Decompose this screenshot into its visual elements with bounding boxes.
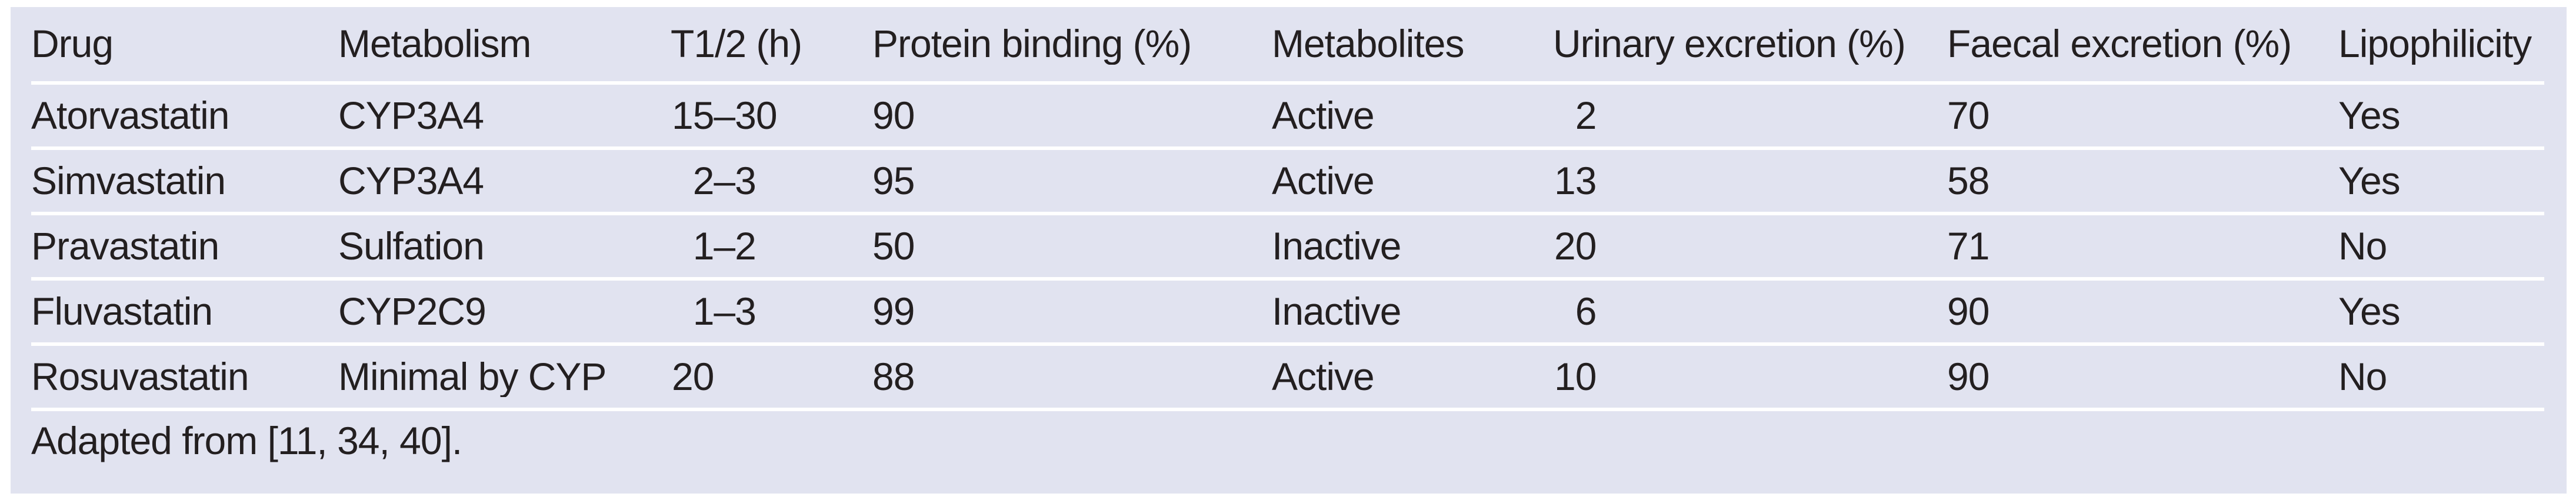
cell-t-half: 2–3 [692, 160, 757, 202]
cell-faecal-excretion: 71 [1947, 225, 1990, 267]
column-header-urinary-excretion: Urinary excretion (%) [1553, 24, 1906, 65]
table-row-atorvastatin: Atorvastatin CYP3A4 15–30 90 Active 2 70… [11, 85, 2567, 146]
cell-metabolites: Active [1272, 160, 1375, 202]
cell-lipophilicity: Yes [2338, 291, 2401, 332]
cell-faecal-excretion: 70 [1947, 95, 1990, 136]
table-row-simvastatin: Simvastatin CYP3A4 2–3 95 Active 13 58 Y… [11, 150, 2567, 212]
cell-t-half: 20 [671, 356, 714, 398]
cell-metabolism: Sulfation [338, 225, 485, 267]
cell-lipophilicity: No [2338, 356, 2387, 398]
column-header-faecal-excretion: Faecal excretion (%) [1947, 24, 2292, 65]
column-header-protein-binding: Protein binding (%) [872, 24, 1192, 65]
cell-metabolism: CYP3A4 [338, 95, 484, 136]
cell-faecal-excretion: 90 [1947, 291, 1990, 332]
cell-t-half: 1–3 [692, 291, 757, 332]
cell-lipophilicity: Yes [2338, 160, 2401, 202]
row-divider [31, 212, 2544, 215]
row-divider [31, 342, 2544, 346]
row-divider [31, 277, 2544, 281]
table-row-rosuvastatin: Rosuvastatin Minimal by CYP 20 88 Active… [11, 346, 2567, 408]
cell-metabolites: Active [1272, 356, 1375, 398]
cell-urinary-excretion: 20 [1554, 225, 1597, 267]
cell-lipophilicity: Yes [2338, 95, 2401, 136]
cell-drug: Atorvastatin [31, 95, 230, 136]
cell-protein-binding: 50 [872, 225, 915, 267]
cell-metabolites: Inactive [1272, 291, 1401, 332]
column-header-metabolites: Metabolites [1272, 24, 1465, 65]
row-divider [31, 81, 2544, 85]
cell-protein-binding: 88 [872, 356, 915, 398]
cell-urinary-excretion: 10 [1554, 356, 1597, 398]
cell-t-half: 15–30 [671, 95, 778, 136]
row-divider [31, 408, 2544, 411]
cell-t-half: 1–2 [692, 225, 757, 267]
statin-pharmacokinetics-table: Drug Metabolism T1/2 (h) Protein binding… [11, 7, 2567, 494]
row-divider [31, 146, 2544, 150]
cell-drug: Rosuvastatin [31, 356, 249, 398]
cell-drug: Simvastatin [31, 160, 226, 202]
cell-protein-binding: 95 [872, 160, 915, 202]
cell-faecal-excretion: 58 [1947, 160, 1990, 202]
cell-metabolites: Active [1272, 95, 1375, 136]
column-header-lipophilicity: Lipophilicity [2338, 24, 2532, 65]
column-header-metabolism: Metabolism [338, 24, 531, 65]
cell-urinary-excretion: 13 [1554, 160, 1597, 202]
cell-drug: Pravastatin [31, 225, 219, 267]
table-row-fluvastatin: Fluvastatin CYP2C9 1–3 99 Inactive 6 90 … [11, 281, 2567, 342]
cell-protein-binding: 90 [872, 95, 915, 136]
cell-urinary-excretion: 2 [1575, 95, 1597, 136]
cell-faecal-excretion: 90 [1947, 356, 1990, 398]
cell-metabolism: CYP2C9 [338, 291, 486, 332]
cell-urinary-excretion: 6 [1575, 291, 1597, 332]
table-row-pravastatin: Pravastatin Sulfation 1–2 50 Inactive 20… [11, 215, 2567, 277]
cell-protein-binding: 99 [872, 291, 915, 332]
table-footnote: Adapted from [11, 34, 40]. [31, 419, 462, 462]
cell-metabolites: Inactive [1272, 225, 1401, 267]
column-header-drug: Drug [31, 24, 114, 65]
cell-metabolism: Minimal by CYP [338, 356, 606, 398]
cell-lipophilicity: No [2338, 225, 2387, 267]
cell-drug: Fluvastatin [31, 291, 213, 332]
column-header-t-half: T1/2 (h) [671, 24, 802, 65]
cell-metabolism: CYP3A4 [338, 160, 484, 202]
table-header-row: Drug Metabolism T1/2 (h) Protein binding… [11, 7, 2567, 81]
